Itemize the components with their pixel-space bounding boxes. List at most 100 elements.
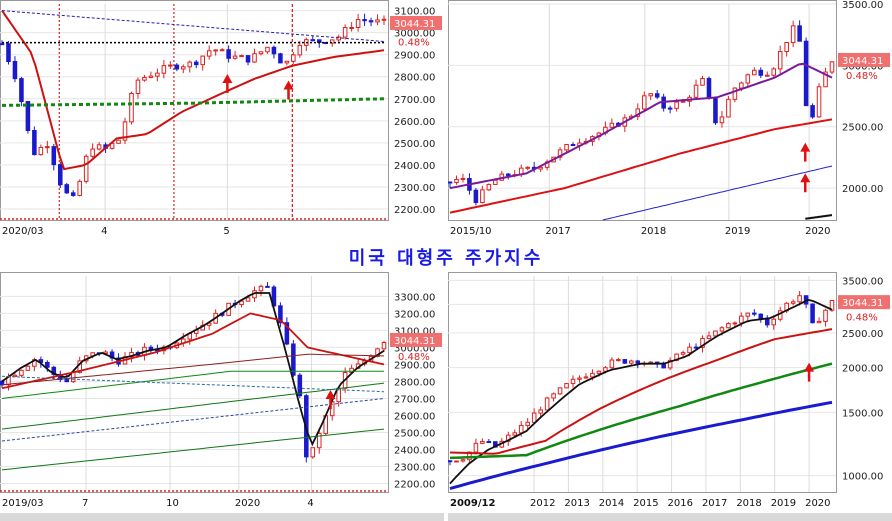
moving-average-line bbox=[804, 214, 832, 220]
candle bbox=[232, 55, 238, 59]
y-tick-label: 1000.00 bbox=[842, 472, 883, 483]
candle bbox=[674, 101, 679, 109]
candle bbox=[823, 71, 828, 88]
candle bbox=[771, 68, 777, 76]
candle bbox=[784, 42, 789, 52]
scrollbar-right[interactable] bbox=[448, 513, 892, 521]
candle bbox=[732, 322, 738, 325]
candle bbox=[713, 97, 718, 124]
scrollbar-left[interactable] bbox=[0, 513, 444, 521]
candle bbox=[291, 343, 296, 376]
candle bbox=[310, 447, 316, 458]
candle bbox=[486, 441, 492, 444]
y-tick-label: 2000.00 bbox=[842, 184, 883, 195]
y-tick-label: 2200.00 bbox=[394, 479, 435, 490]
last-price-label: 3044.31 bbox=[842, 298, 883, 309]
x-tick-label: 2013 bbox=[564, 498, 589, 509]
candle bbox=[19, 78, 24, 103]
candle bbox=[641, 95, 647, 110]
candle bbox=[460, 178, 466, 181]
candle bbox=[336, 36, 341, 41]
candle bbox=[349, 26, 354, 29]
candle bbox=[116, 139, 121, 144]
candle bbox=[12, 60, 18, 80]
last-price-badge bbox=[390, 332, 442, 347]
candle bbox=[525, 421, 530, 426]
x-tick-label: 2017 bbox=[702, 498, 727, 509]
candle bbox=[790, 301, 796, 304]
candle bbox=[381, 18, 387, 21]
candle bbox=[687, 346, 692, 354]
x-tick-label: 7 bbox=[82, 498, 88, 509]
candle bbox=[797, 25, 802, 42]
x-tick-label: 2019 bbox=[771, 498, 796, 509]
y-tick-label: 3100.00 bbox=[394, 7, 435, 18]
candle bbox=[706, 335, 712, 339]
candle bbox=[726, 98, 731, 118]
change-percent-label: 0.48% bbox=[846, 71, 878, 82]
candle bbox=[64, 184, 70, 194]
plot-frame bbox=[448, 272, 837, 493]
page-title: 미국 대형주 주가지수 bbox=[348, 248, 544, 269]
x-tick-label: 2020 bbox=[805, 498, 830, 509]
candle bbox=[265, 285, 270, 288]
moving-average-line bbox=[449, 328, 833, 455]
candle bbox=[375, 19, 380, 23]
candle bbox=[45, 146, 50, 149]
candle bbox=[161, 65, 167, 74]
candle bbox=[816, 86, 822, 118]
candle bbox=[622, 359, 628, 364]
candle bbox=[752, 312, 757, 315]
candle bbox=[155, 72, 160, 77]
candle bbox=[609, 122, 615, 128]
moving-average-line bbox=[449, 298, 833, 485]
candle bbox=[803, 40, 809, 107]
candle bbox=[90, 148, 95, 157]
candle bbox=[258, 285, 264, 292]
moving-average-line bbox=[449, 400, 833, 491]
candle bbox=[284, 60, 290, 64]
y-tick-label: 2700.00 bbox=[394, 394, 435, 405]
candle bbox=[355, 19, 361, 28]
candle bbox=[25, 101, 31, 131]
x-tick-label: 2016 bbox=[668, 498, 693, 509]
candle bbox=[719, 116, 725, 124]
candle bbox=[181, 66, 186, 70]
candle bbox=[284, 322, 290, 345]
candle bbox=[45, 361, 50, 368]
candle bbox=[764, 318, 770, 326]
candle bbox=[142, 76, 147, 81]
candle bbox=[448, 181, 453, 184]
candle bbox=[454, 178, 459, 183]
candle bbox=[829, 300, 835, 311]
candle bbox=[823, 309, 828, 322]
y-tick-label: 2500.00 bbox=[394, 428, 435, 439]
plot-frame bbox=[448, 0, 837, 221]
candle bbox=[829, 61, 835, 73]
candle bbox=[135, 79, 141, 94]
candle bbox=[680, 100, 686, 103]
candle bbox=[667, 359, 673, 369]
plot-frame bbox=[0, 272, 389, 493]
candle bbox=[480, 441, 485, 444]
candle bbox=[616, 359, 621, 362]
last-price-label: 3044.31 bbox=[842, 56, 883, 67]
x-tick-label: 10 bbox=[166, 498, 179, 509]
candle bbox=[70, 192, 76, 196]
candle bbox=[564, 383, 569, 389]
y-tick-label: 3100.00 bbox=[394, 326, 435, 337]
x-tick-label: 4 bbox=[307, 498, 313, 509]
y-tick-label: 1500.00 bbox=[842, 408, 883, 419]
x-tick-label: 5 bbox=[223, 226, 229, 237]
last-price-label: 3044.31 bbox=[394, 336, 435, 347]
candle bbox=[148, 75, 154, 78]
x-tick-label: 2019/03 bbox=[2, 498, 44, 509]
candle bbox=[629, 360, 634, 364]
candle bbox=[700, 78, 705, 86]
x-tick-label: 2009/12 bbox=[450, 498, 495, 509]
candle bbox=[239, 55, 244, 58]
last-price-label: 3044.31 bbox=[394, 19, 435, 30]
y-tick-label: 3500.00 bbox=[842, 276, 883, 287]
candle bbox=[525, 166, 530, 169]
candle bbox=[745, 312, 751, 317]
